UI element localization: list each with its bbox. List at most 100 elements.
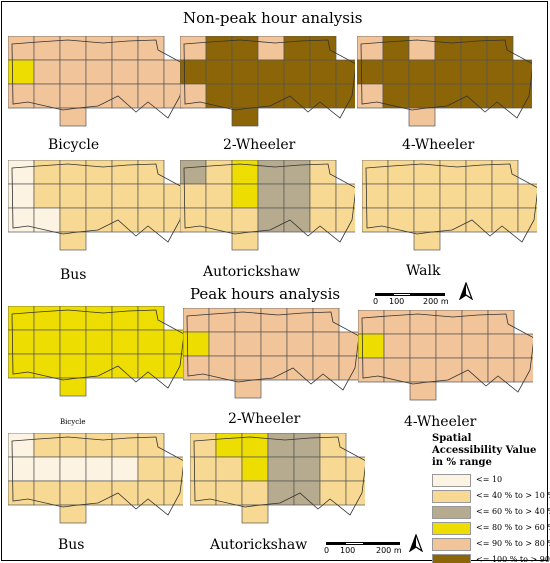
accessibility-grid [8,306,183,397]
grid-cell [163,480,183,506]
grid-cell [465,160,493,185]
grid-cell [413,160,441,185]
grid-cell [517,207,537,233]
scale-tick-100: 100 [340,546,356,555]
scale-seg-1 [375,293,393,296]
grid-cell [163,207,183,233]
grid-cell [111,353,139,379]
grid-cell [85,207,113,233]
legend-label: <= 60 % to > 40 % [476,507,550,516]
grid-cell [85,306,113,331]
grid-cell [257,59,285,85]
grid-cell-stem [413,231,441,251]
grid-cell [461,310,489,335]
grid-cell [257,207,285,233]
grid-cell [286,331,314,357]
grid-cell [8,329,35,355]
legend-item: <= 40 % to > 10 % [432,489,550,505]
grid-cell [111,83,139,109]
grid-cell [357,59,384,85]
grid-cell [383,310,411,335]
grid-cell [163,456,183,482]
grid-cell [59,207,87,233]
scale-seg-3 [364,542,400,545]
grid-cell [241,456,269,482]
legend-swatch [432,490,471,503]
grid-cell-stem [231,107,259,127]
grid-cell [408,59,436,85]
label-non-peak-bicycle: Bicycle [48,137,100,153]
grid-cell [85,183,113,209]
grid-cell [513,357,533,383]
grid-cell [59,456,87,482]
grid-cell [357,83,384,109]
grid-cell [59,160,87,185]
legend-item: <= 80 % to > 60 % [432,521,550,537]
accessibility-grid [180,36,355,127]
grid-cell [362,207,389,233]
grid-cell [409,333,437,359]
grid-cell [8,353,35,379]
grid-cell [231,183,259,209]
grid-cell [383,333,411,359]
grid-cell [283,183,311,209]
grid-cell [234,331,262,357]
grid-cell [33,36,61,61]
grid-cell [8,83,35,109]
grid-cell [382,59,410,85]
grid-cell [460,36,488,61]
grid-cell [208,331,236,357]
label-peak-4-wheeler: 4-Wheeler [404,414,477,430]
scale-tick-100: 100 [389,297,405,306]
grid-cell [85,329,113,355]
scale-tick-0: 0 [373,297,379,306]
grid-cell [345,480,365,506]
area-boundary [11,163,183,243]
area-boundary [360,39,532,119]
scale-seg-1 [326,542,345,545]
legend-item: <= 10 [432,473,544,489]
grid-cell [434,83,462,109]
grid-cell [283,59,311,85]
grid-cell [283,83,311,109]
grid-cell [267,433,295,458]
grid-cell [486,59,514,85]
legend-title: Spatial Accessibility Value in % range [432,433,537,468]
grid-cell [319,433,347,458]
grid-cell [33,59,61,85]
area-boundary [183,163,355,243]
grid-cell [293,433,321,458]
scale-seg-2 [393,293,411,296]
grid-cell [111,480,139,506]
grid-cell [435,333,463,359]
grid-cell [85,480,113,506]
map-non-peak-bus [8,160,183,260]
north-arrow-icon [408,533,424,556]
grid-cell [59,59,87,85]
grid-cell [460,59,488,85]
accessibility-grid [8,433,183,524]
grid-cell [309,183,337,209]
scale-bar-top: 0 100 200 m [373,293,449,307]
accessibility-grid [8,36,183,127]
grid-cell-stem [59,231,87,251]
grid-cell [8,207,35,233]
grid-cell [59,83,87,109]
grid-cell [435,357,463,383]
legend-item: <= 100 % to > 90 % [432,553,550,563]
grid-cell [85,83,113,109]
grid-cell [409,357,437,383]
legend-swatch [432,538,471,551]
label-non-peak-4-wheeler: 4-Wheeler [402,137,475,153]
map-peak-bicycle [8,306,183,406]
grid-cell [231,160,259,185]
label-peak-bicycle: Bicycle [60,418,86,426]
grid-cell [335,207,355,233]
grid-cell [487,310,515,335]
grid-cell [111,36,139,61]
grid-cell [234,355,262,381]
grid-cell [241,433,269,458]
area-boundary [11,436,183,516]
scale-seg-3 [411,293,445,296]
grid-cell [312,331,340,357]
